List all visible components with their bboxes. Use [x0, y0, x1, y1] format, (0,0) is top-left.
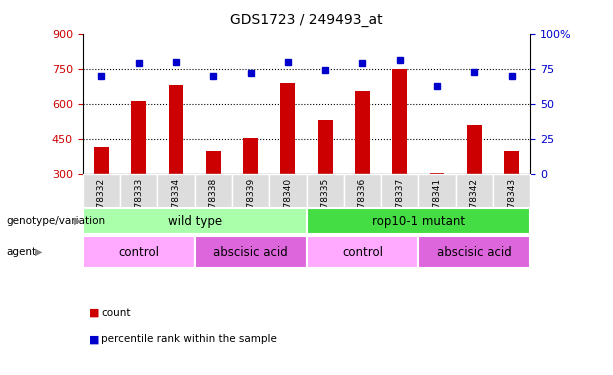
Bar: [392, 69, 407, 174]
Bar: [94, 147, 109, 174]
Bar: [169, 86, 183, 174]
Text: GSM78341: GSM78341: [433, 178, 441, 227]
Text: GSM78337: GSM78337: [395, 178, 404, 227]
Bar: [195, 174, 232, 240]
Text: GSM78342: GSM78342: [470, 178, 479, 226]
Text: genotype/variation: genotype/variation: [6, 216, 105, 226]
Text: abscisic acid: abscisic acid: [213, 246, 288, 259]
Bar: [280, 83, 295, 174]
Bar: [418, 236, 530, 268]
Bar: [430, 173, 444, 174]
Text: percentile rank within the sample: percentile rank within the sample: [101, 334, 277, 344]
Bar: [306, 208, 530, 234]
Bar: [467, 125, 482, 174]
Text: GSM78336: GSM78336: [358, 178, 367, 227]
Text: GSM78333: GSM78333: [134, 178, 143, 227]
Text: ■: ■: [89, 308, 99, 318]
Bar: [131, 100, 146, 174]
Bar: [158, 174, 195, 240]
Bar: [306, 236, 418, 268]
Bar: [243, 138, 258, 174]
Bar: [83, 236, 195, 268]
Bar: [504, 151, 519, 174]
Bar: [269, 174, 306, 240]
Text: GSM78339: GSM78339: [246, 178, 255, 227]
Text: GDS1723 / 249493_at: GDS1723 / 249493_at: [230, 13, 383, 27]
Text: GSM78332: GSM78332: [97, 178, 106, 227]
Bar: [206, 151, 221, 174]
Text: control: control: [342, 246, 383, 259]
Text: count: count: [101, 308, 131, 318]
Bar: [455, 174, 493, 240]
Bar: [83, 208, 306, 234]
Text: ▶: ▶: [74, 216, 82, 226]
Bar: [344, 174, 381, 240]
Bar: [418, 174, 455, 240]
Bar: [381, 174, 418, 240]
Bar: [83, 174, 120, 240]
Text: rop10-1 mutant: rop10-1 mutant: [372, 215, 465, 228]
Text: control: control: [118, 246, 159, 259]
Text: GSM78334: GSM78334: [172, 178, 180, 227]
Text: ▶: ▶: [35, 247, 42, 257]
Bar: [195, 236, 306, 268]
Text: agent: agent: [6, 247, 36, 257]
Text: GSM78335: GSM78335: [321, 178, 330, 227]
Text: wild type: wild type: [167, 215, 222, 228]
Bar: [232, 174, 269, 240]
Text: GSM78338: GSM78338: [209, 178, 218, 227]
Bar: [355, 91, 370, 174]
Bar: [493, 174, 530, 240]
Bar: [318, 120, 333, 174]
Bar: [306, 174, 344, 240]
Text: GSM78343: GSM78343: [507, 178, 516, 227]
Bar: [120, 174, 158, 240]
Text: GSM78340: GSM78340: [283, 178, 292, 227]
Text: ■: ■: [89, 334, 99, 344]
Text: abscisic acid: abscisic acid: [437, 246, 512, 259]
